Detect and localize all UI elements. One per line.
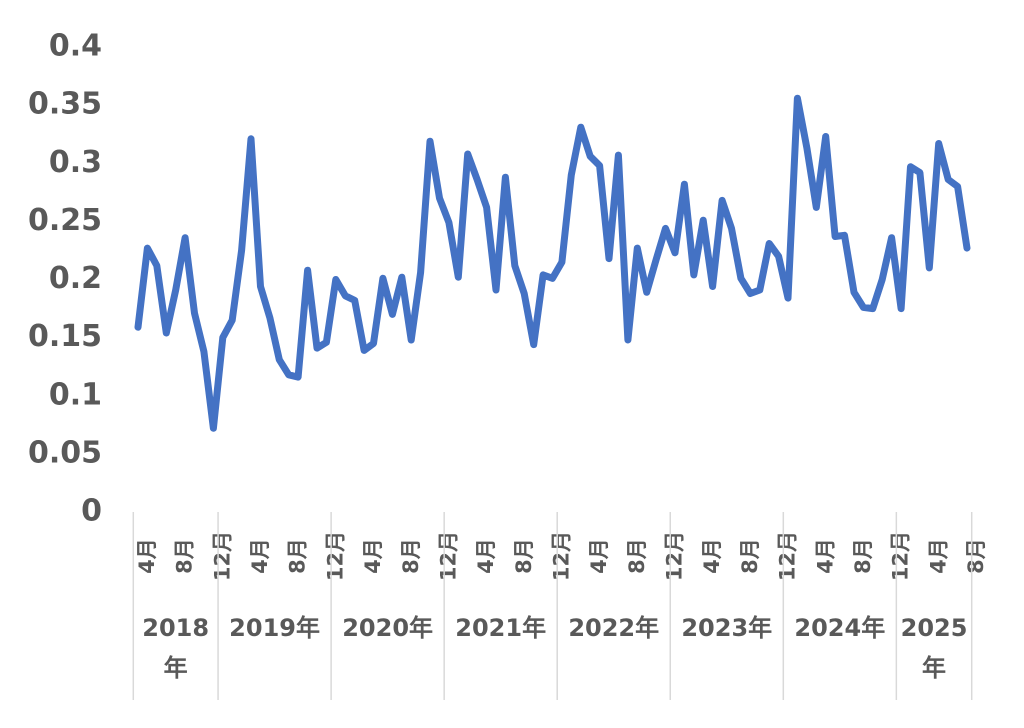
x-tick-label: 8月: [964, 538, 988, 574]
x-tick-label: 4月: [361, 538, 385, 574]
x-tick-label: 8月: [851, 538, 875, 574]
x-tick-label: 12月: [663, 531, 687, 581]
year-label: 2019年: [229, 614, 320, 642]
year-label: 2021年: [455, 614, 547, 642]
x-tick-label: 8月: [173, 538, 197, 574]
data-line: [134, 94, 971, 432]
x-tick-label: 4月: [248, 538, 272, 574]
x-tick-label: 12月: [776, 531, 800, 581]
x-tick-label: 8月: [286, 538, 310, 574]
x-tick-label: 12月: [550, 531, 574, 581]
y-tick-label: 0.35: [28, 87, 102, 122]
y-tick-label: 0.3: [49, 145, 102, 180]
year-label: 2023年: [681, 614, 773, 642]
x-tick-label: 4月: [474, 538, 498, 574]
y-tick-label: 0.05: [28, 435, 102, 470]
x-tick-label: 12月: [436, 531, 460, 581]
x-tick-label: 12月: [889, 531, 913, 581]
x-tick-label: 4月: [135, 538, 159, 574]
x-tick-label: 4月: [587, 538, 611, 574]
x-tick-label: 12月: [323, 531, 347, 581]
x-tick-label: 8月: [625, 538, 649, 574]
x-tick-label: 8月: [738, 538, 762, 574]
year-label: 2020年: [342, 614, 434, 642]
y-tick-label: 0.25: [28, 203, 102, 238]
x-tick-label: 8月: [512, 538, 536, 574]
x-tick-label: 4月: [813, 538, 837, 574]
year-label: 2024年: [794, 614, 886, 642]
x-tick-label: 8月: [399, 538, 423, 574]
year-label: 2025年: [900, 614, 968, 682]
y-tick-label: 0.15: [28, 319, 102, 354]
year-label: 2022年: [568, 614, 660, 642]
x-tick-label: 4月: [926, 538, 950, 574]
y-tick-label: 0.2: [49, 261, 102, 296]
x-tick-label: 4月: [700, 538, 724, 574]
x-tick-label: 12月: [210, 531, 234, 581]
year-label: 2018年: [142, 614, 210, 682]
y-tick-label: 0: [81, 494, 102, 529]
y-tick-label: 0.4: [49, 29, 102, 64]
y-tick-label: 0.1: [49, 377, 102, 412]
